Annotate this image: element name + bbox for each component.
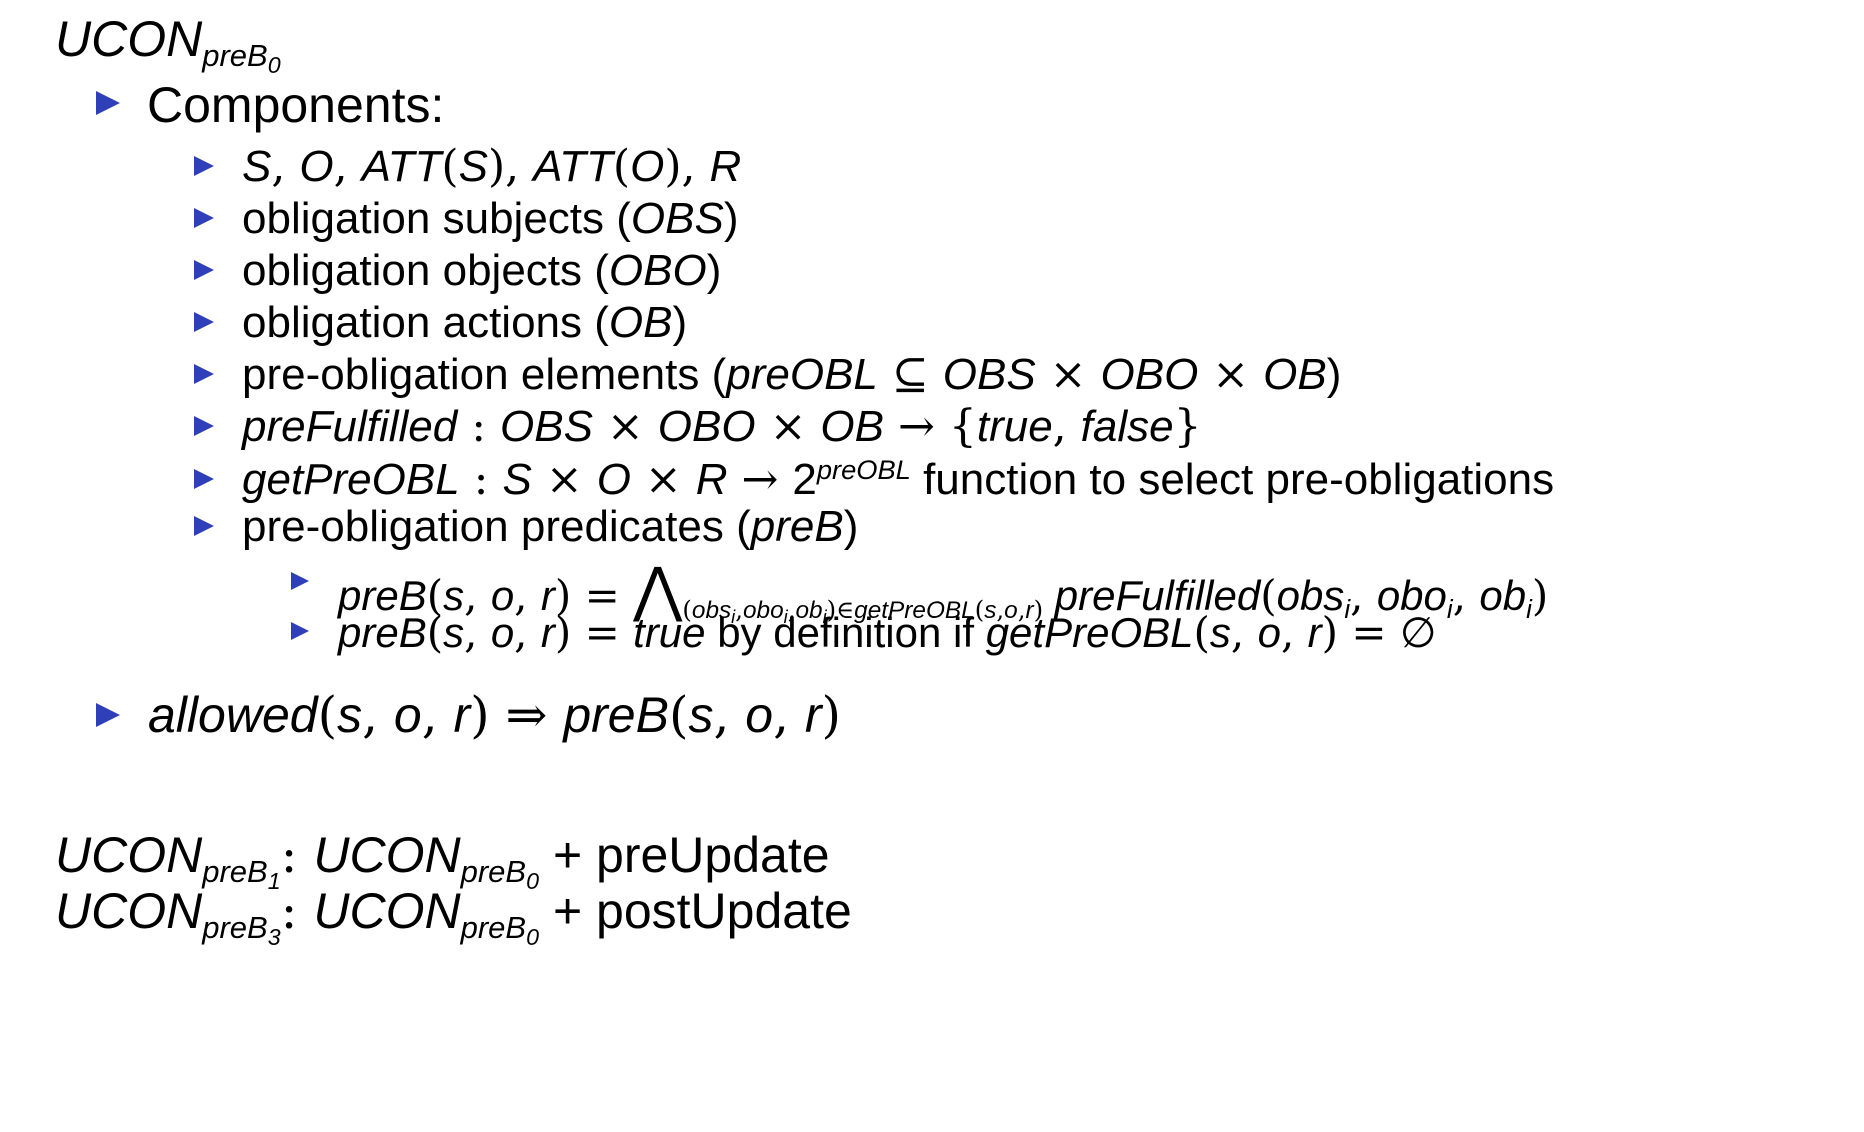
bullet-icon [194,208,214,228]
slide-title: UCONpreB0 [55,11,281,78]
item-obligation-actions: obligation actions (OB) [242,298,688,347]
item-obligation-subjects: obligation subjects (OBS) [242,194,739,243]
item-pre-obligation-elements: pre-obligation elements (preOBL ⊆ OBS × … [242,349,1342,400]
bullet-icon [96,91,120,115]
footer-line-preb1: UCONpreB1: UCONpreB0 + preUpdate [55,826,830,894]
allowed-rule: allowed(s, o, r) ⇒ preB(s, o, r) [148,686,842,744]
bullet-icon [291,622,309,640]
bullet-icon [194,364,214,384]
bullet-icon [194,469,214,489]
item-getpreobl: getPreOBL : S × O × R → 2preOBL function… [242,454,1555,505]
subitem-preb-default: preB(s, o, r) = true by definition if ge… [338,608,1437,657]
bullet-icon [194,260,214,280]
bullet-icon [291,572,309,590]
bullet-icon [194,312,214,332]
item-prefulfilled: preFulfilled : OBS × OBO × OB → {true, f… [242,401,1202,452]
footer-line-preb3: UCONpreB3: UCONpreB0 + postUpdate [55,882,852,950]
bullet-icon [194,156,214,176]
item-sets: S, O, ATT(S), ATT(O), R [242,141,742,192]
item-obligation-objects: obligation objects (OBO) [242,246,722,295]
item-pre-obligation-predicates: pre-obligation predicates (preB) [242,502,859,551]
bullet-icon [194,416,214,436]
components-heading: Components: [147,77,445,133]
bullet-icon [96,703,120,727]
bullet-icon [194,516,214,536]
subitem-preb-definition: preB(s, o, r) = ⋀(obsi,oboi,obi)∈getPreO… [338,555,1549,628]
